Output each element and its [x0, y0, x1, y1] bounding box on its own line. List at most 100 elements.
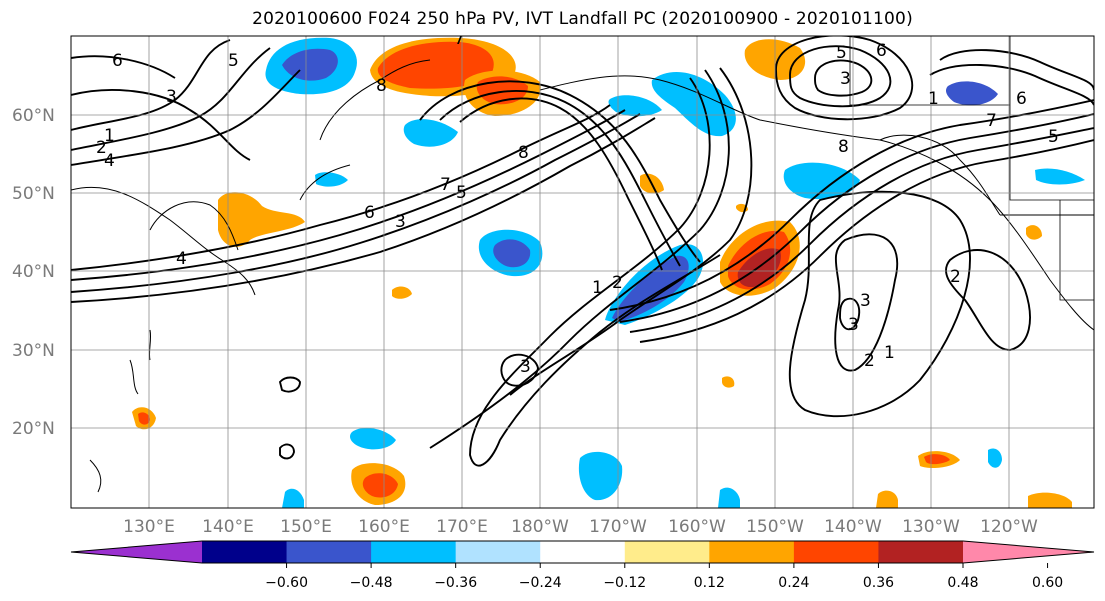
lon-label: 120°W	[980, 517, 1038, 537]
lon-label: 130°W	[902, 517, 960, 537]
anomaly-region	[493, 239, 531, 268]
contour-label: 3	[395, 212, 406, 232]
colorbar-segment	[878, 541, 964, 563]
contour-line	[834, 233, 899, 372]
longitude-labels: 130°E 140°E 150°E 160°E 170°E 180°W 170°…	[123, 517, 1038, 537]
coastline	[129, 359, 139, 395]
anomaly-region	[1028, 492, 1072, 508]
contour-line	[71, 89, 251, 161]
anomaly-region	[362, 473, 398, 498]
latitude-labels: 60°N 50°N 40°N 30°N 20°N	[12, 106, 55, 439]
lon-label: 150°E	[280, 517, 332, 537]
contour-label: 1	[928, 89, 939, 109]
border	[1059, 200, 1094, 301]
contour-label: 2	[864, 351, 875, 371]
coastline	[879, 134, 1001, 216]
contour-label: 2	[612, 273, 623, 293]
anomaly-region	[876, 490, 898, 508]
contour-line	[619, 113, 1094, 323]
contour-line	[629, 127, 1094, 333]
contour-line	[789, 45, 892, 108]
anomaly-region	[722, 376, 735, 388]
anomaly-region	[1035, 168, 1085, 185]
colorbar-tick-label: −0.48	[350, 575, 393, 591]
contour-line	[71, 117, 656, 303]
colorbar-tick-label: −0.24	[519, 575, 562, 591]
contour-label: 3	[166, 87, 177, 107]
colorbar-extend-max	[963, 541, 1094, 563]
contour-line	[71, 39, 231, 131]
coastline	[319, 59, 431, 141]
contour-line	[429, 69, 730, 449]
colorbar-tick-label: 0.24	[778, 575, 809, 591]
colorbar-segment	[371, 541, 457, 563]
anomaly-region	[282, 48, 338, 81]
colorbar-segment	[455, 541, 541, 563]
anomaly-region	[403, 119, 458, 147]
anomaly-region	[315, 172, 348, 187]
pv-contours	[71, 36, 1094, 467]
colorbar-segment	[286, 541, 372, 563]
contour-line	[788, 190, 971, 418]
contour-line	[929, 64, 1094, 106]
anomaly-region	[924, 454, 950, 465]
contour-label: 3	[520, 357, 531, 377]
contour-line	[71, 69, 301, 166]
border	[1009, 36, 1094, 201]
border	[849, 36, 1010, 106]
anomaly-region	[377, 41, 494, 89]
contour-label: 1	[884, 343, 895, 363]
contour-line	[71, 113, 641, 293]
contour-label: 5	[228, 51, 239, 71]
lat-label: 40°N	[12, 262, 55, 282]
coastline	[89, 459, 102, 493]
colorbar-tick-label: −0.36	[434, 575, 477, 591]
contour-label: 1	[104, 126, 115, 146]
contour-label: 7	[454, 29, 465, 49]
contour-line	[469, 77, 721, 467]
contour-label: 6	[876, 41, 887, 61]
lon-label: 150°W	[746, 517, 804, 537]
anomaly-region	[578, 451, 623, 501]
contour-line	[939, 49, 1094, 91]
contour-line	[439, 90, 681, 267]
contour-label: 7	[986, 111, 997, 131]
anomaly-region	[988, 448, 1002, 468]
contour-line	[278, 376, 301, 393]
lat-label: 60°N	[12, 106, 55, 126]
coastline	[149, 201, 239, 251]
anomaly-region	[783, 162, 860, 200]
coastlines	[71, 59, 1094, 493]
contour-label: 2	[96, 138, 107, 158]
anomaly-region	[218, 192, 305, 247]
colorbar-outline	[70, 540, 1095, 564]
contour-label: 8	[838, 137, 849, 157]
contour-label: 6	[364, 203, 375, 223]
contour-line	[609, 99, 1094, 311]
lon-label: 140°E	[202, 517, 254, 537]
colorbar-tick-label: 0.12	[694, 575, 725, 591]
contour-line	[509, 67, 753, 396]
contour-label: 2	[950, 267, 961, 287]
colorbar-segment	[793, 541, 879, 563]
anomaly-region	[282, 488, 304, 508]
lon-label: 180°W	[511, 517, 569, 537]
contour-label: 7	[440, 175, 451, 195]
contour-line	[945, 249, 1031, 351]
lat-label: 50°N	[12, 184, 55, 204]
anomaly-region	[946, 81, 998, 106]
contour-line	[459, 97, 663, 271]
contour-label: 6	[1016, 89, 1027, 109]
colorbar-segment	[202, 541, 288, 563]
contour-label: 4	[176, 249, 187, 269]
colorbar: −0.60 −0.48 −0.36 −0.24 −0.12 0.12 0.24 0.36 0.4…	[70, 540, 1095, 591]
contour-label: 6	[112, 51, 123, 71]
colorbar-tick-label: 0.60	[1032, 575, 1063, 591]
contour-line	[279, 443, 295, 460]
coastline	[71, 186, 256, 296]
contour-line	[419, 80, 701, 263]
anomaly-shading	[132, 37, 1085, 508]
anomaly-region	[608, 95, 662, 117]
colorbar-extend-min	[71, 541, 202, 563]
